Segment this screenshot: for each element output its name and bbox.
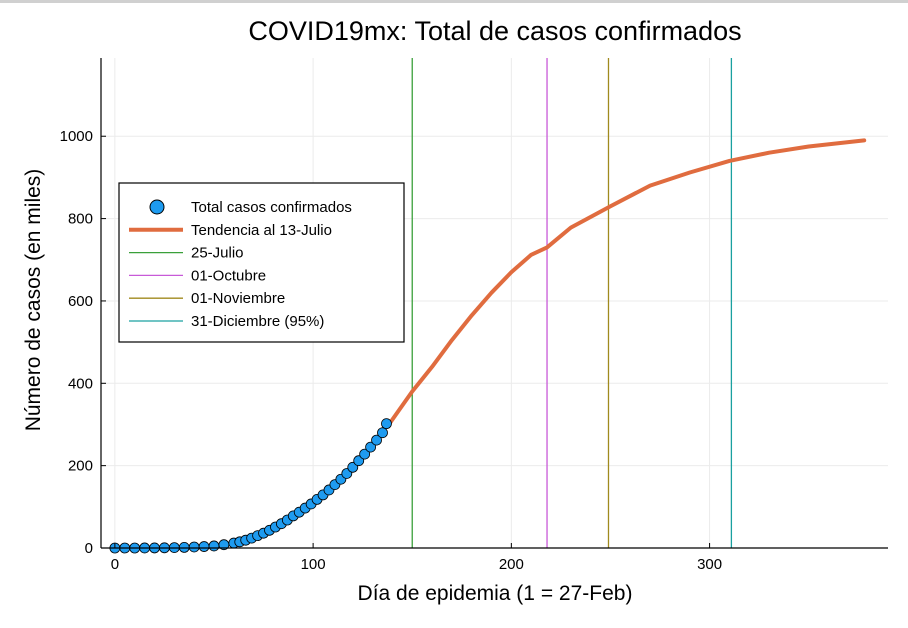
data-point (188, 541, 200, 553)
y-tick-label: 400 (68, 375, 93, 392)
x-tick-label: 100 (301, 556, 326, 573)
data-point (178, 541, 190, 553)
y-axis-label: Número de casos (en miles) (22, 169, 45, 432)
trend-series (388, 138, 867, 425)
vertical-lines (411, 58, 733, 548)
y-tick-label: 1000 (60, 128, 93, 145)
legend: Total casos confirmados Tendencia al 13-J… (118, 182, 405, 343)
legend-box (118, 182, 405, 343)
y-tick-label: 600 (68, 293, 93, 310)
window-top-border (0, 0, 908, 3)
axes (100, 58, 888, 549)
data-point (381, 418, 392, 430)
legend-label: 25-Julio (191, 245, 244, 262)
y-tick-label: 800 (68, 211, 93, 228)
legend-label: 01-Noviembre (191, 290, 285, 307)
trend-line (388, 138, 867, 425)
legend-label: Tendencia al 13-Julio (191, 222, 332, 239)
data-point (371, 434, 382, 446)
x-tick-label: 300 (697, 556, 722, 573)
data-point (198, 541, 210, 552)
y-tick-label: 200 (68, 458, 93, 475)
data-point (208, 540, 220, 552)
data-point (359, 448, 371, 460)
data-point (365, 441, 377, 453)
tick-labels: 0 100 200 300 0 200 400 600 800 1000 (60, 128, 722, 573)
chart-title: COVID19mx: Total de casos confirmados (248, 16, 741, 46)
legend-label: Total casos confirmados (191, 199, 352, 216)
legend-label: 01-Octubre (191, 267, 266, 284)
x-tick-label: 200 (499, 556, 524, 573)
y-tick-label: 0 (85, 540, 93, 557)
legend-label: 31-Diciembre (95%) (191, 313, 324, 330)
legend-marker (149, 199, 165, 215)
x-axis-label: Día de epidemia (1 = 27-Feb) (358, 582, 633, 605)
x-tick-label: 0 (111, 556, 119, 573)
scatter-series (109, 418, 392, 554)
data-point (377, 427, 388, 439)
